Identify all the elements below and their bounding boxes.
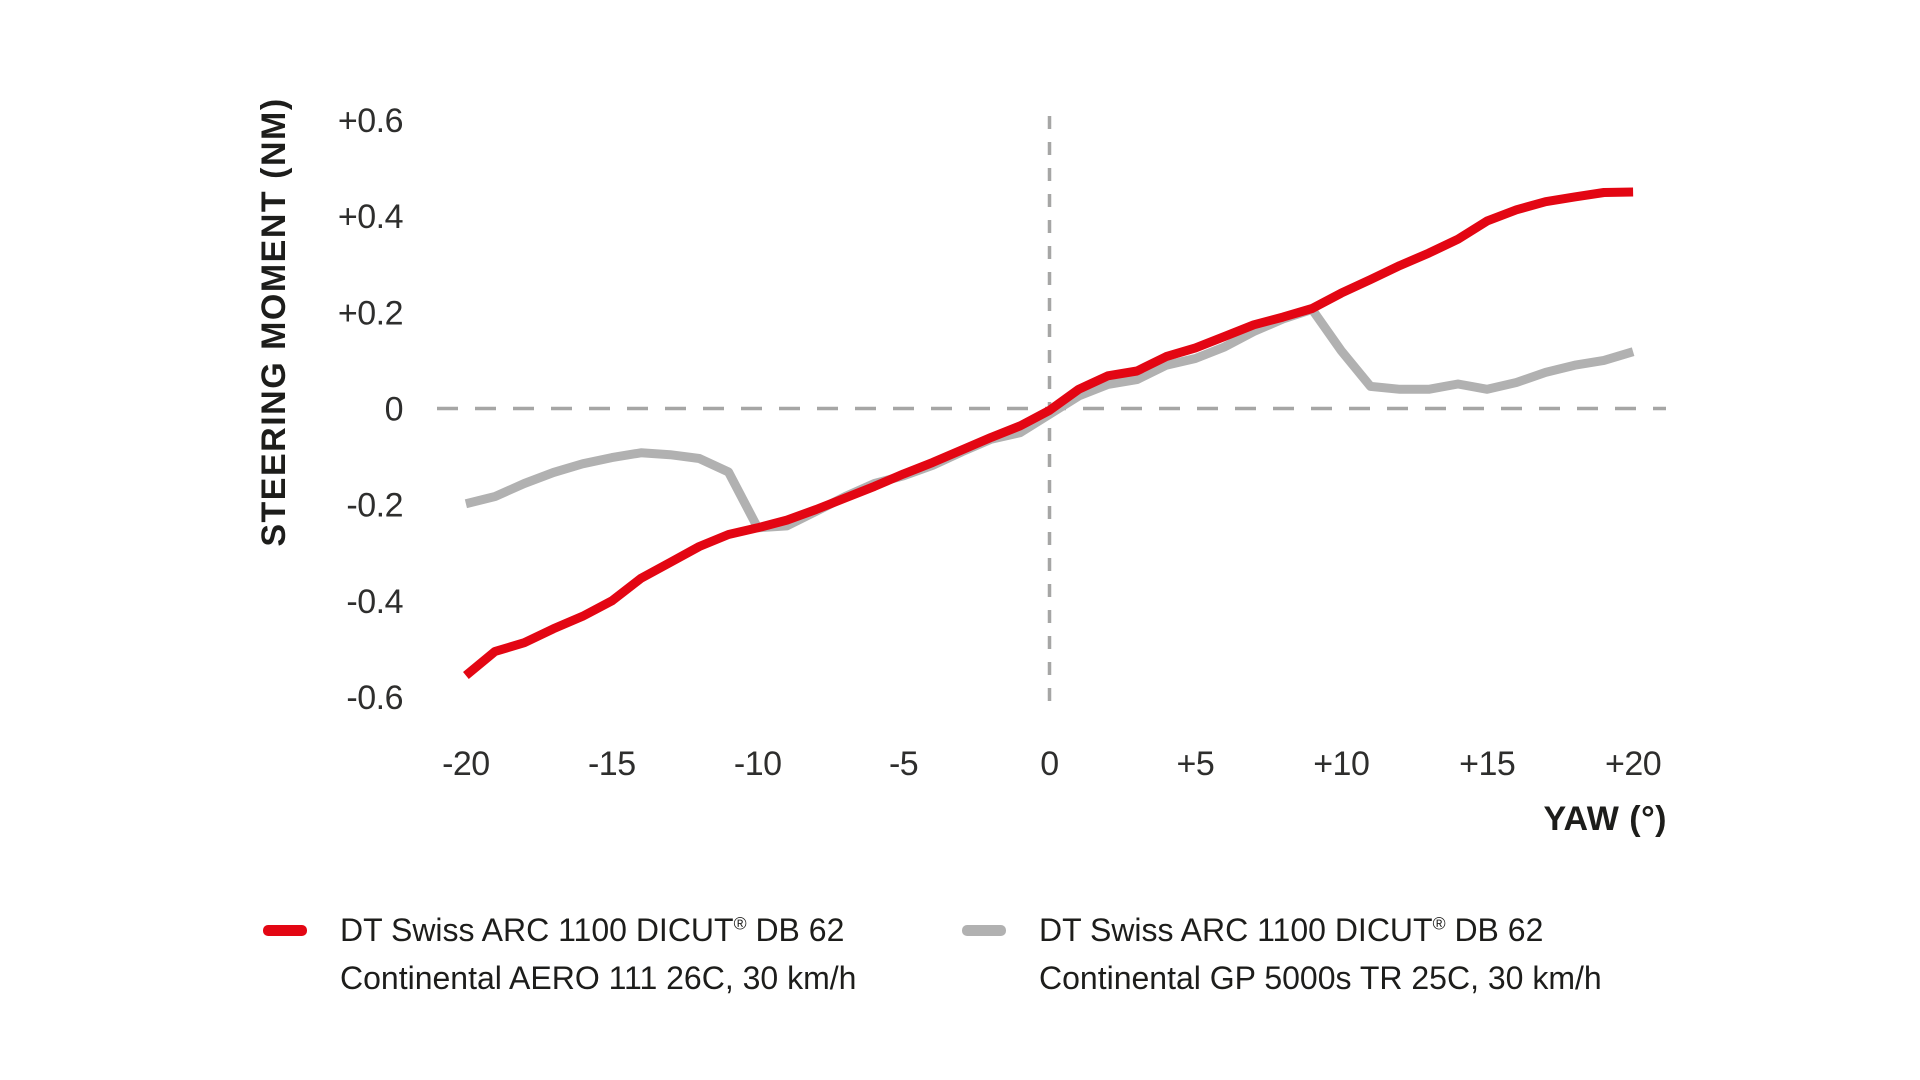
x-tick-label: +20 bbox=[1605, 745, 1661, 783]
y-tick-label: +0.6 bbox=[338, 102, 403, 140]
x-tick-label: -5 bbox=[889, 745, 918, 783]
y-tick-label: +0.2 bbox=[338, 294, 403, 332]
legend-label-aero: DT Swiss ARC 1100 DICUT® DB 62 Continent… bbox=[340, 906, 856, 1002]
legend-swatch-gp5000-gray bbox=[962, 925, 1006, 936]
legend-aero-line1: DT Swiss ARC 1100 DICUT bbox=[340, 912, 734, 948]
x-tick-label: -20 bbox=[442, 745, 490, 783]
y-tick-label: -0.4 bbox=[346, 583, 403, 621]
legend-aero-line1-end: DB 62 bbox=[746, 912, 845, 948]
legend-swatch-aero-red bbox=[263, 925, 307, 936]
legend-item-aero: DT Swiss ARC 1100 DICUT® DB 62 Continent… bbox=[263, 906, 856, 1002]
y-tick-label: 0 bbox=[385, 391, 403, 429]
x-tick-label: +5 bbox=[1177, 745, 1215, 783]
legend-aero-line2: Continental AERO 111 26C, 30 km/h bbox=[340, 960, 857, 996]
x-tick-label: +10 bbox=[1313, 745, 1369, 783]
x-tick-label: +15 bbox=[1459, 745, 1515, 783]
series-line-aero-111 bbox=[463, 187, 1634, 679]
y-tick-label: -0.6 bbox=[346, 679, 403, 717]
x-tick-label: -15 bbox=[588, 745, 636, 783]
legend-gp5000-line1-end: DB 62 bbox=[1445, 912, 1544, 948]
legend-label-gp5000: DT Swiss ARC 1100 DICUT® DB 62 Continent… bbox=[1039, 906, 1602, 1002]
x-tick-label: 0 bbox=[1040, 745, 1058, 783]
series-line-gp-5000s bbox=[464, 304, 1635, 533]
legend-gp5000-line1: DT Swiss ARC 1100 DICUT bbox=[1039, 912, 1433, 948]
y-tick-label: +0.4 bbox=[338, 198, 403, 236]
x-tick-label: -10 bbox=[734, 745, 782, 783]
y-tick-label: -0.2 bbox=[346, 487, 403, 525]
x-axis-title: YAW (°) bbox=[1543, 800, 1667, 838]
registered-mark: ® bbox=[1432, 913, 1446, 934]
legend-gp5000-line2: Continental GP 5000s TR 25C, 30 km/h bbox=[1039, 960, 1602, 996]
legend-item-gp5000: DT Swiss ARC 1100 DICUT® DB 62 Continent… bbox=[962, 906, 1602, 1002]
registered-mark: ® bbox=[733, 913, 747, 934]
